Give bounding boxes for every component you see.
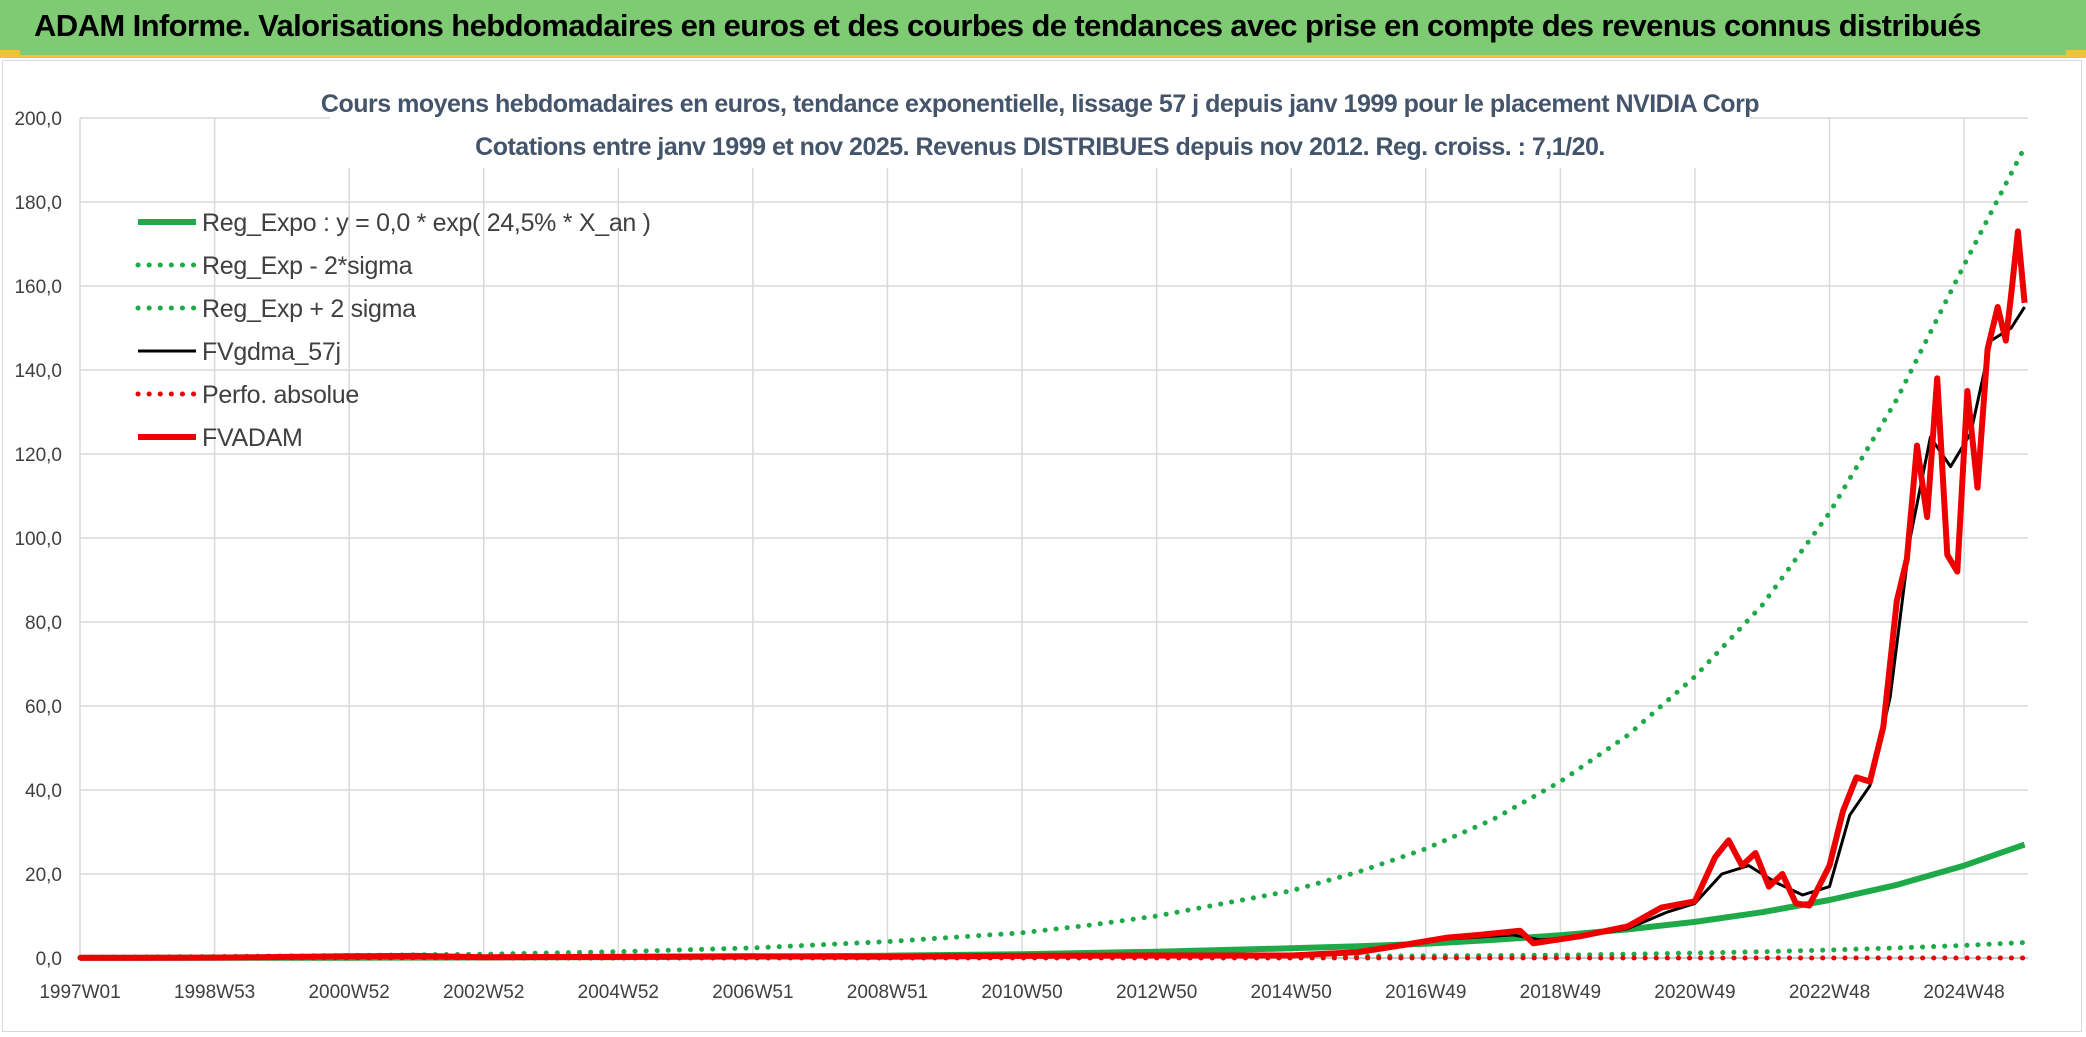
x-tick-label: 2010W50 bbox=[981, 982, 1062, 1003]
chart-title-background bbox=[330, 82, 1750, 168]
legend-label-1: Reg_Exp - 2*sigma bbox=[202, 252, 413, 280]
series-line-5 bbox=[79, 228, 2028, 961]
x-tick-label: 2004W52 bbox=[578, 982, 659, 1003]
report-banner: ADAM Informe. Valorisations hebdomadaire… bbox=[0, 0, 2086, 58]
chart-title-line-1: Cours moyens hebdomadaires en euros, ten… bbox=[321, 90, 1759, 118]
y-tick-label: 0,0 bbox=[36, 949, 62, 970]
legend-label-5: FVADAM bbox=[202, 424, 303, 452]
legend-label-4: Perfo. absolue bbox=[202, 381, 359, 409]
x-tick-label: 1997W01 bbox=[39, 982, 120, 1003]
series-line-3 bbox=[79, 306, 2026, 960]
x-tick-label: 2022W48 bbox=[1789, 982, 1870, 1003]
x-tick-label: 2014W50 bbox=[1251, 982, 1332, 1003]
y-tick-label: 140,0 bbox=[14, 361, 62, 382]
x-tick-label: 2016W49 bbox=[1385, 982, 1466, 1003]
y-tick-label: 100,0 bbox=[14, 529, 62, 550]
legend-label-2: Reg_Exp + 2 sigma bbox=[202, 295, 416, 323]
x-tick-label: 2024W48 bbox=[1923, 982, 2004, 1003]
y-tick-label: 80,0 bbox=[25, 613, 62, 634]
x-tick-label: 2008W51 bbox=[847, 982, 928, 1003]
corner-accent-right bbox=[2066, 50, 2086, 58]
corner-accent-left bbox=[0, 50, 20, 58]
x-tick-label: 2012W50 bbox=[1116, 982, 1197, 1003]
x-tick-label: 2018W49 bbox=[1520, 982, 1601, 1003]
y-tick-label: 200,0 bbox=[14, 109, 62, 130]
y-tick-label: 120,0 bbox=[14, 445, 62, 466]
x-tick-label: 2006W51 bbox=[712, 982, 793, 1003]
x-tick-label: 2020W49 bbox=[1654, 982, 1735, 1003]
chart-title-line-2: Cotations entre janv 1999 et nov 2025. R… bbox=[475, 133, 1605, 161]
y-tick-label: 60,0 bbox=[25, 697, 62, 718]
legend-label-3: FVgdma_57j bbox=[202, 338, 341, 366]
series-lines bbox=[77, 144, 2028, 961]
grid-lines bbox=[79, 117, 2028, 959]
y-tick-label: 20,0 bbox=[25, 865, 62, 886]
legend: Reg_Expo : y = 0,0 * exp( 24,5% * X_an )… bbox=[135, 209, 651, 452]
x-tick-label: 2002W52 bbox=[443, 982, 524, 1003]
report-title: ADAM Informe. Valorisations hebdomadaire… bbox=[34, 8, 1981, 43]
axes: 0,0 20,0 40,0 60,0 80,0 100,0 120,0 140,0 160,0 1… bbox=[14, 109, 2028, 1003]
y-tick-label: 180,0 bbox=[14, 193, 62, 214]
series-line-0 bbox=[79, 841, 2026, 961]
y-tick-label: 40,0 bbox=[25, 781, 62, 802]
x-tick-label: 1998W53 bbox=[174, 982, 255, 1003]
legend-label-0: Reg_Expo : y = 0,0 * exp( 24,5% * X_an ) bbox=[202, 209, 651, 237]
y-tick-label: 160,0 bbox=[14, 277, 62, 298]
x-tick-label: 2000W52 bbox=[308, 982, 389, 1003]
